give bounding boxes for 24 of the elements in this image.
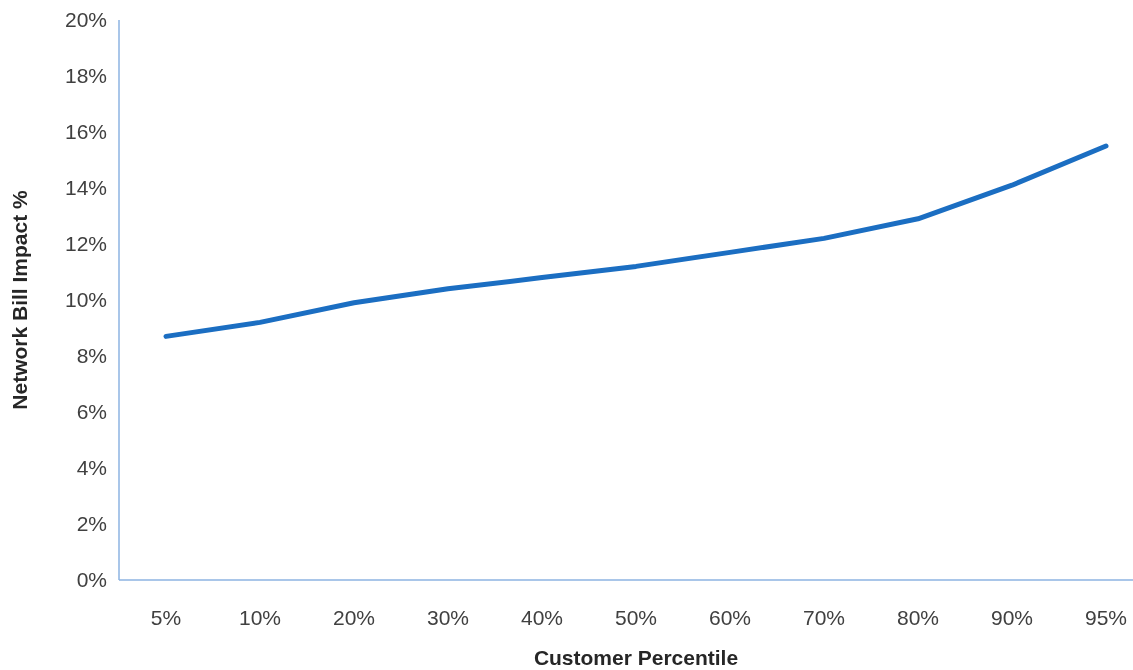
x-tick-label: 30% <box>426 606 470 629</box>
x-tick-label: 90% <box>990 606 1034 629</box>
x-tick-label: 80% <box>896 606 940 629</box>
y-tick-label: 20% <box>64 8 107 32</box>
y-tick-label: 4% <box>76 456 107 480</box>
x-tick-label: 70% <box>802 606 846 629</box>
x-tick-label: 20% <box>332 606 376 629</box>
y-tick-label: 12% <box>64 232 107 256</box>
x-tick-label: 50% <box>614 606 658 629</box>
y-tick-label: 6% <box>76 400 107 424</box>
x-tick-label: 10% <box>238 606 282 629</box>
y-tick-label: 8% <box>76 344 107 368</box>
x-axis-title: Customer Percentile <box>533 646 739 669</box>
y-tick-label: 18% <box>64 64 107 88</box>
y-tick-label: 2% <box>76 512 107 536</box>
y-tick-label: 16% <box>64 120 107 144</box>
y-axis-title: Network Bill Impact % <box>8 189 31 410</box>
y-tick-label: 10% <box>64 288 107 312</box>
x-tick-label: 40% <box>520 606 564 629</box>
y-tick-label: 0% <box>76 568 107 592</box>
x-tick-label: 95% <box>1084 606 1128 629</box>
x-tick-label: 60% <box>708 606 752 629</box>
x-tick-label: 5% <box>150 606 182 629</box>
y-tick-label: 14% <box>64 176 107 200</box>
